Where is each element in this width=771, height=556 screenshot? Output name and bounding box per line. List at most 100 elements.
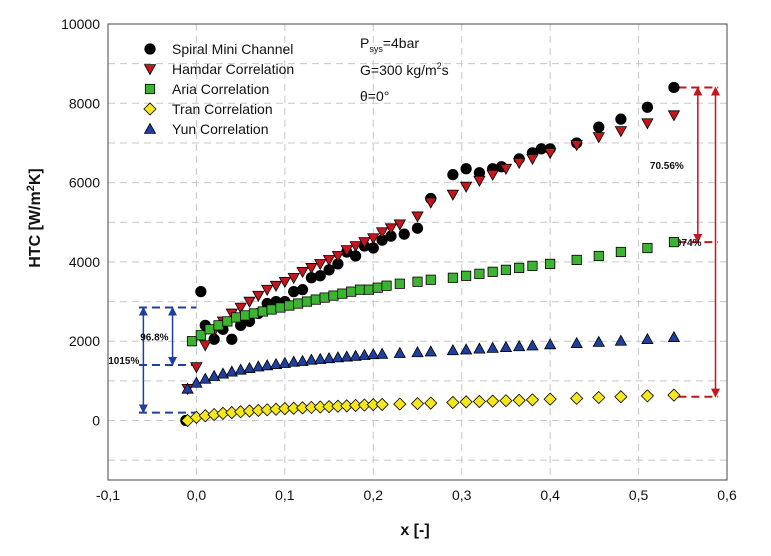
series-yun-correlation bbox=[181, 330, 681, 394]
data-point bbox=[358, 348, 371, 360]
data-point bbox=[593, 121, 605, 133]
data-point bbox=[499, 340, 513, 352]
data-point bbox=[195, 330, 206, 341]
annotation-label: 1015% bbox=[108, 356, 139, 367]
data-point bbox=[301, 296, 313, 307]
data-point bbox=[642, 242, 653, 254]
data-point bbox=[668, 237, 680, 248]
data-point bbox=[411, 345, 424, 358]
data-point bbox=[181, 382, 194, 394]
x-axis-label: x [-] bbox=[400, 522, 429, 539]
x-tick-label: 0,2 bbox=[364, 487, 384, 503]
legend-entry: Aria Correlation bbox=[172, 81, 269, 97]
data-series bbox=[180, 81, 681, 428]
data-point bbox=[354, 284, 366, 295]
x-tick-label: 0,5 bbox=[629, 487, 649, 503]
data-point bbox=[614, 334, 628, 346]
data-point bbox=[570, 391, 584, 405]
data-point bbox=[222, 316, 233, 327]
annotation-1015%: 1015% bbox=[108, 306, 197, 414]
y-tick-label: 4000 bbox=[69, 254, 100, 270]
flux-condition: G=300 kg/m2s bbox=[360, 61, 449, 78]
data-point bbox=[459, 181, 473, 193]
data-point bbox=[287, 272, 300, 285]
y-tick-label: 2000 bbox=[69, 333, 100, 349]
data-point bbox=[296, 354, 309, 366]
data-point bbox=[199, 340, 212, 352]
data-point bbox=[461, 270, 472, 281]
x-tick-label: 0,0 bbox=[187, 487, 207, 503]
data-point bbox=[592, 390, 606, 405]
data-point bbox=[207, 369, 221, 381]
annotation-label: 70.56% bbox=[650, 161, 684, 172]
data-point bbox=[305, 353, 318, 365]
y-tick-label: 8000 bbox=[69, 95, 100, 111]
data-point bbox=[284, 300, 295, 311]
y-tick-label: 10000 bbox=[61, 16, 100, 32]
data-point bbox=[248, 308, 259, 319]
data-point bbox=[234, 363, 247, 375]
data-point bbox=[260, 359, 274, 371]
y-tick-label: 6000 bbox=[69, 175, 100, 191]
data-point bbox=[641, 101, 654, 113]
data-point bbox=[459, 343, 473, 355]
data-point bbox=[358, 237, 371, 249]
data-point bbox=[487, 266, 498, 277]
plot-frame bbox=[107, 23, 728, 481]
data-point bbox=[331, 351, 345, 363]
data-point bbox=[499, 394, 513, 408]
data-point bbox=[543, 392, 557, 406]
data-point bbox=[592, 132, 605, 144]
data-point bbox=[641, 118, 654, 130]
annotation-label: 1074% bbox=[670, 238, 701, 249]
series-tran-correlation bbox=[180, 388, 681, 428]
data-point bbox=[243, 296, 256, 308]
data-point bbox=[314, 270, 326, 282]
data-point bbox=[593, 250, 604, 262]
data-point bbox=[424, 345, 437, 357]
data-point bbox=[269, 357, 283, 370]
data-point bbox=[305, 263, 318, 275]
annotation-96.8%: 96.8% bbox=[138, 306, 197, 367]
data-point bbox=[641, 332, 654, 345]
legend-marker bbox=[144, 43, 156, 55]
data-point bbox=[239, 310, 251, 321]
data-point bbox=[424, 396, 438, 410]
data-point bbox=[614, 390, 628, 404]
data-point bbox=[296, 284, 309, 296]
data-point bbox=[349, 241, 362, 253]
data-point bbox=[319, 292, 330, 303]
data-point bbox=[322, 351, 336, 364]
data-point bbox=[260, 284, 274, 296]
data-point bbox=[411, 222, 424, 234]
data-point bbox=[543, 338, 557, 350]
data-point bbox=[615, 113, 627, 125]
data-point bbox=[412, 276, 423, 287]
annotation-label: 96.8% bbox=[140, 332, 168, 343]
data-point bbox=[375, 347, 389, 359]
data-point bbox=[570, 336, 583, 349]
data-point bbox=[486, 394, 500, 408]
data-point bbox=[614, 126, 628, 138]
data-point bbox=[393, 346, 406, 358]
data-point bbox=[287, 355, 300, 367]
data-point bbox=[514, 262, 525, 273]
data-point bbox=[266, 304, 277, 315]
y-tick-label: 0 bbox=[92, 413, 100, 429]
data-point bbox=[410, 397, 425, 411]
x-tick-label: -0,1 bbox=[96, 487, 120, 503]
data-point bbox=[275, 302, 286, 313]
data-point bbox=[543, 148, 557, 160]
data-point bbox=[225, 365, 238, 377]
data-point bbox=[447, 169, 459, 181]
data-point bbox=[513, 157, 526, 170]
data-point bbox=[367, 347, 380, 360]
data-point bbox=[367, 233, 380, 245]
data-point bbox=[668, 81, 680, 94]
data-point bbox=[372, 282, 383, 293]
legend-marker bbox=[143, 64, 157, 76]
data-point bbox=[398, 228, 410, 240]
data-point bbox=[269, 280, 283, 293]
data-point bbox=[381, 280, 392, 291]
data-point bbox=[204, 324, 215, 335]
